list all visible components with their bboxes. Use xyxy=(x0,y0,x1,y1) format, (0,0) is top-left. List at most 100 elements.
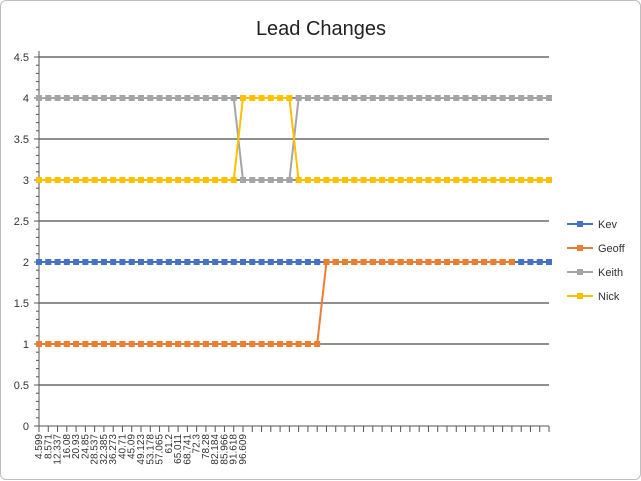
data-point-geoff xyxy=(434,259,441,265)
data-point-geoff xyxy=(490,259,497,265)
data-point-kev xyxy=(230,259,237,265)
data-point-kev xyxy=(82,259,89,265)
data-point-geoff xyxy=(54,341,61,347)
data-point-nick xyxy=(82,177,89,183)
x-tick-label: 12.337 xyxy=(53,434,64,465)
chart-title: Lead Changes xyxy=(256,18,386,40)
data-point-nick xyxy=(165,177,172,183)
data-point-nick xyxy=(45,177,52,183)
data-point-keith xyxy=(304,95,311,101)
data-point-nick xyxy=(360,177,367,183)
x-tick-label: 53.178 xyxy=(145,434,156,465)
x-tick-label: 68.741 xyxy=(182,434,193,465)
data-point-geoff xyxy=(212,341,219,347)
data-point-keith xyxy=(351,95,358,101)
data-point-nick xyxy=(295,177,302,183)
data-point-keith xyxy=(277,177,284,183)
data-point-nick xyxy=(202,177,209,183)
data-point-geoff xyxy=(471,259,478,265)
data-point-nick xyxy=(416,177,423,183)
data-point-nick xyxy=(397,177,404,183)
data-point-kev xyxy=(258,259,265,265)
data-point-geoff xyxy=(397,259,404,265)
data-point-keith xyxy=(314,95,321,101)
data-point-keith xyxy=(444,95,450,101)
data-point-nick xyxy=(249,95,256,101)
data-point-kev xyxy=(304,259,311,265)
data-point-keith xyxy=(332,95,339,101)
data-point-nick xyxy=(342,177,348,183)
data-point-nick xyxy=(156,177,163,183)
data-point-geoff xyxy=(286,341,293,347)
data-point-keith xyxy=(128,95,135,101)
data-point-nick xyxy=(230,177,237,183)
data-point-geoff xyxy=(360,259,367,265)
data-point-geoff xyxy=(193,341,200,347)
data-point-keith xyxy=(286,177,293,183)
data-point-geoff xyxy=(249,341,256,347)
x-tick-label: 91.618 xyxy=(229,434,240,465)
data-point-keith xyxy=(471,95,478,101)
data-point-keith xyxy=(388,95,395,101)
data-point-kev xyxy=(100,259,107,265)
x-tick-label: 24.85 xyxy=(80,434,91,459)
data-point-geoff xyxy=(202,341,209,347)
data-point-kev xyxy=(73,259,80,265)
data-point-nick xyxy=(240,95,246,101)
legend-swatch-marker xyxy=(577,221,583,227)
data-point-keith xyxy=(147,95,154,101)
data-point-kev xyxy=(128,259,135,265)
data-point-nick xyxy=(100,177,107,183)
data-point-nick xyxy=(221,177,228,183)
x-tick-label: 4.599 xyxy=(34,434,45,459)
data-point-nick xyxy=(499,177,506,183)
data-point-keith xyxy=(100,95,107,101)
data-point-nick xyxy=(258,95,265,101)
data-point-nick xyxy=(277,95,284,101)
y-tick-label: 4 xyxy=(23,93,29,105)
data-point-nick xyxy=(490,177,497,183)
x-tick-label: 32.385 xyxy=(99,434,110,465)
data-point-geoff xyxy=(36,341,42,347)
data-point-geoff xyxy=(156,341,163,347)
x-tick-label: 57.065 xyxy=(155,434,166,465)
data-point-geoff xyxy=(416,259,423,265)
data-point-geoff xyxy=(63,341,70,347)
data-point-nick xyxy=(212,177,219,183)
data-point-geoff xyxy=(147,341,154,347)
series-lines xyxy=(36,95,552,347)
data-point-keith xyxy=(82,95,89,101)
data-point-keith xyxy=(258,177,265,183)
x-tick-label: 45.09 xyxy=(127,434,138,459)
data-point-nick xyxy=(444,177,450,183)
data-point-nick xyxy=(54,177,61,183)
data-point-nick xyxy=(406,177,413,183)
data-point-geoff xyxy=(91,341,98,347)
data-point-keith xyxy=(156,95,163,101)
data-point-nick xyxy=(304,177,311,183)
data-point-keith xyxy=(453,95,460,101)
data-point-nick xyxy=(546,177,552,183)
y-tick-label: 4.5 xyxy=(14,52,29,64)
data-point-nick xyxy=(286,95,293,101)
series-line-geoff xyxy=(39,261,512,345)
y-tick-label: 0 xyxy=(23,421,29,433)
data-point-keith xyxy=(267,177,274,183)
data-point-geoff xyxy=(240,341,246,347)
data-point-geoff xyxy=(332,259,339,265)
data-point-keith xyxy=(184,95,191,101)
data-point-kev xyxy=(36,259,42,265)
legend: Kev Geoff Keith Nick xyxy=(567,219,626,303)
data-point-keith xyxy=(138,95,144,101)
data-point-nick xyxy=(332,177,339,183)
data-point-kev xyxy=(119,259,126,265)
data-point-keith xyxy=(175,95,182,101)
data-point-keith xyxy=(425,95,432,101)
y-tick-label: 3 xyxy=(23,175,29,187)
data-point-nick xyxy=(91,177,98,183)
data-point-kev xyxy=(527,259,534,265)
data-point-geoff xyxy=(295,341,302,347)
x-tick-label: 28.537 xyxy=(90,434,101,465)
y-tick-label: 3.5 xyxy=(14,134,29,146)
legend-item-kev: Kev xyxy=(567,219,617,231)
